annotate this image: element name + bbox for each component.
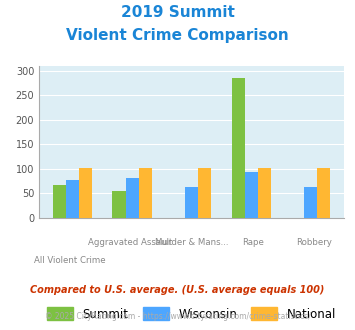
Bar [185, 187, 198, 218]
Text: Compared to U.S. average. (U.S. average equals 100): Compared to U.S. average. (U.S. average … [30, 285, 325, 295]
Bar [126, 178, 139, 218]
Bar [139, 168, 152, 218]
Text: Aggravated Assault: Aggravated Assault [88, 238, 173, 247]
Text: Rape: Rape [242, 238, 264, 247]
Bar [53, 184, 66, 218]
Text: 2019 Summit: 2019 Summit [121, 5, 234, 20]
Bar [113, 191, 126, 218]
Bar [258, 168, 271, 218]
Bar [198, 168, 211, 218]
Bar [66, 180, 79, 218]
Bar [317, 168, 331, 218]
Text: Robbery: Robbery [296, 238, 332, 247]
Bar [231, 78, 245, 218]
Legend: Summit, Wisconsin, National: Summit, Wisconsin, National [43, 303, 341, 325]
Text: © 2025 CityRating.com - https://www.cityrating.com/crime-statistics/: © 2025 CityRating.com - https://www.city… [45, 312, 310, 321]
Text: Murder & Mans...: Murder & Mans... [155, 238, 229, 247]
Bar [79, 168, 92, 218]
Bar [245, 172, 258, 218]
Text: Violent Crime Comparison: Violent Crime Comparison [66, 28, 289, 43]
Text: All Violent Crime: All Violent Crime [34, 256, 105, 265]
Bar [304, 187, 317, 218]
